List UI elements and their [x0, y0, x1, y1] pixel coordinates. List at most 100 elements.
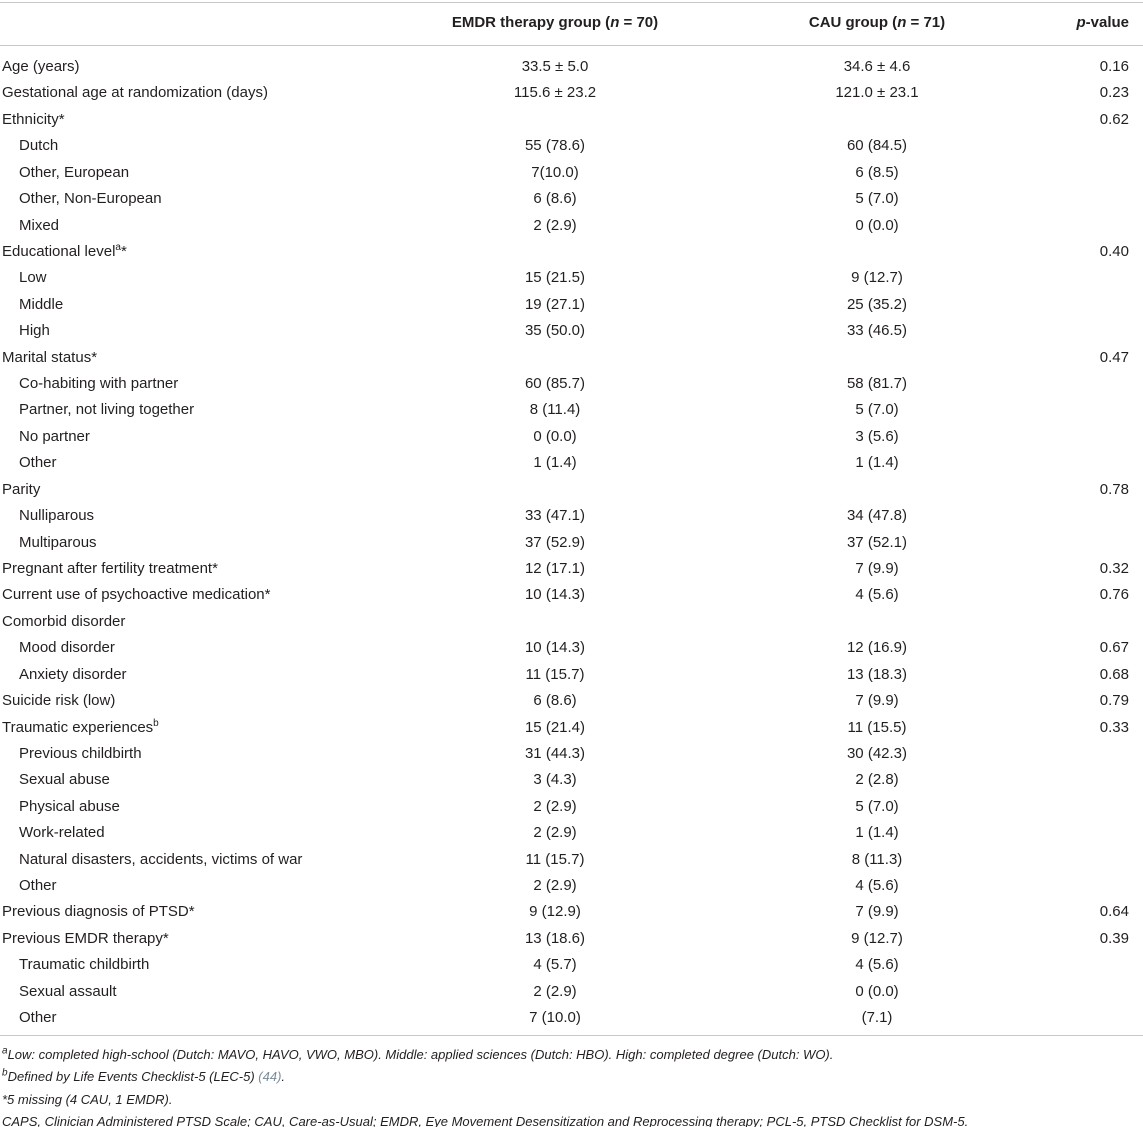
cau-value: 7 (9.9)	[855, 692, 899, 710]
cau-value: 0 (0.0)	[855, 216, 899, 234]
label-text: Middle	[19, 295, 64, 313]
label-text: Comorbid disorder	[2, 612, 126, 630]
row-label: Previous EMDR therapy*	[2, 930, 169, 948]
row-label: Ethnicity*	[2, 111, 65, 129]
column-header: p-value	[1076, 14, 1129, 32]
row-label: Current use of psychoactive medication*	[2, 586, 270, 604]
row-label: Physical abuse	[19, 798, 120, 816]
label-text: Suicide risk (low)	[2, 692, 116, 710]
header-rule	[0, 45, 1143, 46]
emdr-value: 7(10.0)	[531, 163, 579, 181]
cau-value: 4 (5.6)	[855, 877, 899, 895]
label-text: Previous EMDR therapy*	[2, 929, 169, 947]
label-text: Dutch	[19, 137, 59, 155]
cau-value: 7 (9.9)	[855, 903, 899, 921]
row-label: Work-related	[19, 824, 105, 842]
row-label: Gestational age at randomization (days)	[2, 84, 268, 102]
label-text: Marital status*	[2, 348, 98, 366]
row-label: Previous diagnosis of PTSD*	[2, 903, 195, 921]
label-text: Gestational age at randomization (days)	[2, 84, 268, 102]
emdr-value: 1 (1.4)	[533, 454, 577, 472]
row-label: Mood disorder	[19, 639, 115, 657]
label-text: Age (years)	[2, 58, 80, 75]
cau-value: 5 (7.0)	[855, 401, 899, 419]
emdr-value: 33 (47.1)	[524, 507, 586, 525]
label-text: Other, European	[19, 163, 130, 181]
label-text: Sexual assault	[19, 982, 117, 1000]
label-text: Partner, not living together	[19, 401, 195, 419]
row-label: Previous childbirth	[19, 745, 142, 763]
p-value: 0.47	[1099, 348, 1129, 366]
footnote-marker: a	[2, 1045, 8, 1057]
p-value: 0.39	[1099, 929, 1129, 947]
label-text: Anxiety disorder	[19, 665, 127, 683]
emdr-value: 33.5 ± 5.0	[521, 58, 589, 75]
emdr-value: 11 (15.7)	[525, 850, 585, 868]
emdr-value: 115.6 ± 23.2	[513, 84, 597, 102]
cau-value: 2 (2.8)	[855, 771, 899, 789]
row-label: Anxiety disorder	[19, 666, 127, 684]
row-label: Low	[19, 269, 47, 287]
label-text: Pregnant after fertility treatment*	[2, 559, 218, 577]
footnote-text: Defined by Life Events Checklist-5 (LEC-…	[7, 1069, 259, 1085]
row-label: Other, Non-European	[19, 190, 162, 208]
footnote-marker: b	[2, 1067, 8, 1079]
header-text: CAU group (	[808, 14, 898, 31]
row-label: Nulliparous	[19, 507, 94, 525]
footnote: aLow: completed high-school (Dutch: MAVO…	[2, 1045, 833, 1063]
p-value: 0.68	[1099, 665, 1129, 683]
emdr-value: 7 (10.0)	[529, 1009, 581, 1027]
row-label: Other	[19, 1009, 57, 1027]
p-value: 0.16	[1099, 58, 1129, 75]
cau-value: 9 (12.7)	[851, 269, 903, 287]
label-text: Other, Non-European	[19, 190, 162, 208]
emdr-value: 35 (50.0)	[524, 322, 586, 340]
label-text: Traumatic childbirth	[19, 956, 150, 974]
label-text: Parity	[2, 480, 41, 498]
cau-value: 11 (15.5)	[847, 718, 907, 736]
label-text: Ethnicity*	[2, 110, 65, 128]
footnote-reference: (44)	[258, 1069, 282, 1085]
label-text: Current use of psychoactive medication*	[2, 586, 271, 604]
emdr-value: 6 (8.6)	[533, 190, 577, 208]
row-label: Parity	[2, 481, 40, 499]
label-text: Physical abuse	[19, 797, 120, 815]
header-variable: n	[610, 14, 620, 31]
label-text: Sexual abuse	[19, 771, 110, 789]
p-value: 0.40	[1099, 242, 1129, 260]
emdr-value: 31 (44.3)	[524, 744, 586, 762]
row-label: Marital status*	[2, 349, 97, 367]
emdr-value: 12 (17.1)	[524, 559, 586, 577]
row-label: Other, European	[19, 164, 129, 182]
row-label: Comorbid disorder	[2, 613, 125, 631]
label-text: Multiparous	[19, 533, 97, 551]
cau-value: 34 (47.8)	[846, 507, 908, 525]
row-label: No partner	[19, 428, 90, 446]
emdr-value: 10 (14.3)	[524, 639, 586, 657]
cau-value: 33 (46.5)	[846, 322, 908, 340]
row-label: Middle	[19, 296, 63, 314]
cau-value: 121.0 ± 23.1	[835, 84, 919, 102]
cau-value: 5 (7.0)	[855, 797, 899, 815]
header-text: -value	[1085, 14, 1129, 31]
cau-value: (7.1)	[861, 1009, 893, 1027]
label-text: Work-related	[19, 824, 105, 842]
emdr-value: 2 (2.9)	[533, 797, 577, 815]
cau-value: 1 (1.4)	[855, 824, 899, 842]
label-text: Other	[19, 877, 57, 895]
emdr-value: 15 (21.4)	[524, 718, 586, 736]
label-text: Mood disorder	[19, 639, 115, 657]
cau-value: 37 (52.1)	[846, 533, 908, 551]
label-text: Educational level	[2, 242, 116, 260]
label-text: Other	[19, 454, 57, 472]
emdr-value: 4 (5.7)	[533, 956, 577, 974]
footnote: *5 missing (4 CAU, 1 EMDR).	[2, 1092, 172, 1108]
label-text: Other	[19, 1009, 57, 1027]
row-label: Multiparous	[19, 534, 97, 552]
cau-value: 30 (42.3)	[846, 744, 908, 762]
emdr-value: 0 (0.0)	[533, 427, 577, 445]
emdr-value: 8 (11.4)	[529, 401, 581, 419]
emdr-value: 3 (4.3)	[533, 771, 577, 789]
label-text: *	[120, 242, 127, 260]
p-value: 0.33	[1099, 718, 1129, 736]
